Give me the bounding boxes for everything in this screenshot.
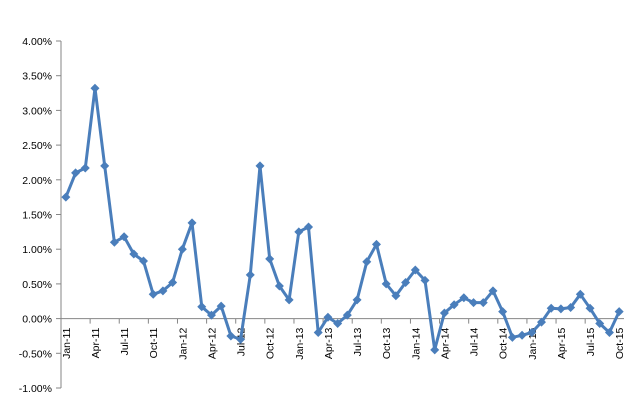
y-tick-label: 4.00% [22, 36, 52, 48]
data-point-marker [507, 332, 517, 342]
data-point-marker [284, 295, 294, 305]
data-point-marker [168, 278, 178, 288]
data-point-marker [255, 161, 265, 171]
x-tick-label: Apr-11 [90, 327, 102, 358]
data-point-marker [556, 304, 566, 314]
x-tick-label: Jan-13 [294, 327, 306, 359]
data-point-marker [391, 291, 401, 301]
y-tick-label: 0.50% [22, 279, 52, 291]
x-tick-label: Apr-12 [206, 327, 218, 359]
data-point-marker [478, 298, 488, 308]
data-point-marker [226, 331, 236, 341]
data-point-marker [61, 192, 71, 202]
data-point-marker [148, 289, 158, 299]
x-tick-label: Jul-11 [119, 327, 131, 355]
data-point-marker [100, 161, 110, 171]
data-point-marker [80, 163, 90, 173]
y-tick-label: -0.50% [19, 348, 52, 360]
data-point-marker [575, 289, 585, 299]
y-tick-label: 2.50% [22, 140, 52, 152]
data-point-marker [420, 275, 430, 285]
data-point-marker [177, 244, 187, 254]
data-point-marker [410, 265, 420, 275]
data-point-marker [216, 301, 226, 311]
y-tick-label: 0.00% [22, 314, 52, 326]
y-tick-label: 1.00% [22, 244, 52, 256]
data-point-marker [536, 317, 546, 327]
data-point-marker [469, 298, 479, 308]
data-point-marker [206, 310, 216, 320]
x-tick-label: Jan-15 [527, 327, 539, 359]
data-point-marker [109, 237, 119, 247]
data-point-marker [274, 281, 284, 291]
y-tick-label: 3.50% [22, 71, 52, 83]
data-point-marker [342, 310, 352, 320]
data-point-marker [604, 327, 614, 337]
data-point-marker [313, 327, 323, 337]
data-point-marker [371, 239, 381, 249]
y-tick-label: 2.00% [22, 175, 52, 187]
data-point-marker [595, 318, 605, 328]
data-point-marker [71, 168, 81, 178]
data-point-marker [614, 307, 624, 317]
data-point-marker [158, 286, 168, 296]
x-tick-label: Oct-11 [148, 327, 160, 358]
data-point-marker [352, 295, 362, 305]
x-tick-label: Oct-15 [614, 327, 626, 359]
x-tick-label: Jan-12 [177, 327, 189, 359]
x-tick-label: Apr-15 [556, 327, 568, 359]
data-point-marker [187, 218, 197, 228]
x-tick-label: Jul-15 [585, 327, 597, 356]
data-point-marker [333, 318, 343, 328]
data-point-marker [517, 330, 527, 340]
data-point-marker [566, 302, 576, 312]
data-point-marker [449, 300, 459, 310]
data-point-marker [546, 303, 556, 313]
data-point-marker [323, 312, 333, 322]
x-tick-label: Jul-14 [469, 327, 481, 356]
data-point-marker [401, 278, 411, 288]
series-line [64, 86, 621, 352]
data-point-marker [236, 334, 246, 344]
x-tick-label: Apr-14 [439, 327, 451, 359]
y-tick-label: 3.00% [22, 105, 52, 117]
x-tick-label: Jul-13 [352, 327, 364, 356]
x-tick-label: Apr-13 [323, 327, 335, 359]
data-point-marker [139, 256, 149, 266]
data-point-marker [488, 286, 498, 296]
x-tick-label: Jan-11 [61, 327, 73, 358]
x-tick-label: Jan-14 [410, 327, 422, 359]
data-point-marker [362, 257, 372, 267]
x-tick-label: Oct-12 [265, 327, 277, 359]
data-point-marker [245, 270, 255, 280]
data-point-marker [294, 227, 304, 237]
data-point-marker [498, 307, 508, 317]
y-tick-label: 1.50% [22, 210, 52, 222]
data-point-marker [119, 232, 129, 242]
data-point-marker [381, 279, 391, 289]
data-point-marker [197, 302, 207, 312]
y-tick-label: -1.00% [19, 383, 52, 395]
data-point-marker [459, 293, 469, 303]
x-tick-label: Oct-14 [498, 327, 510, 359]
data-point-marker [585, 303, 595, 313]
data-point-marker [430, 345, 440, 355]
x-tick-label: Oct-13 [381, 327, 393, 359]
data-point-marker [439, 308, 449, 318]
data-point-marker [304, 222, 314, 232]
data-point-marker [129, 249, 139, 259]
data-point-marker [265, 254, 275, 264]
data-point-marker [90, 83, 100, 93]
data-point-marker [527, 327, 537, 337]
